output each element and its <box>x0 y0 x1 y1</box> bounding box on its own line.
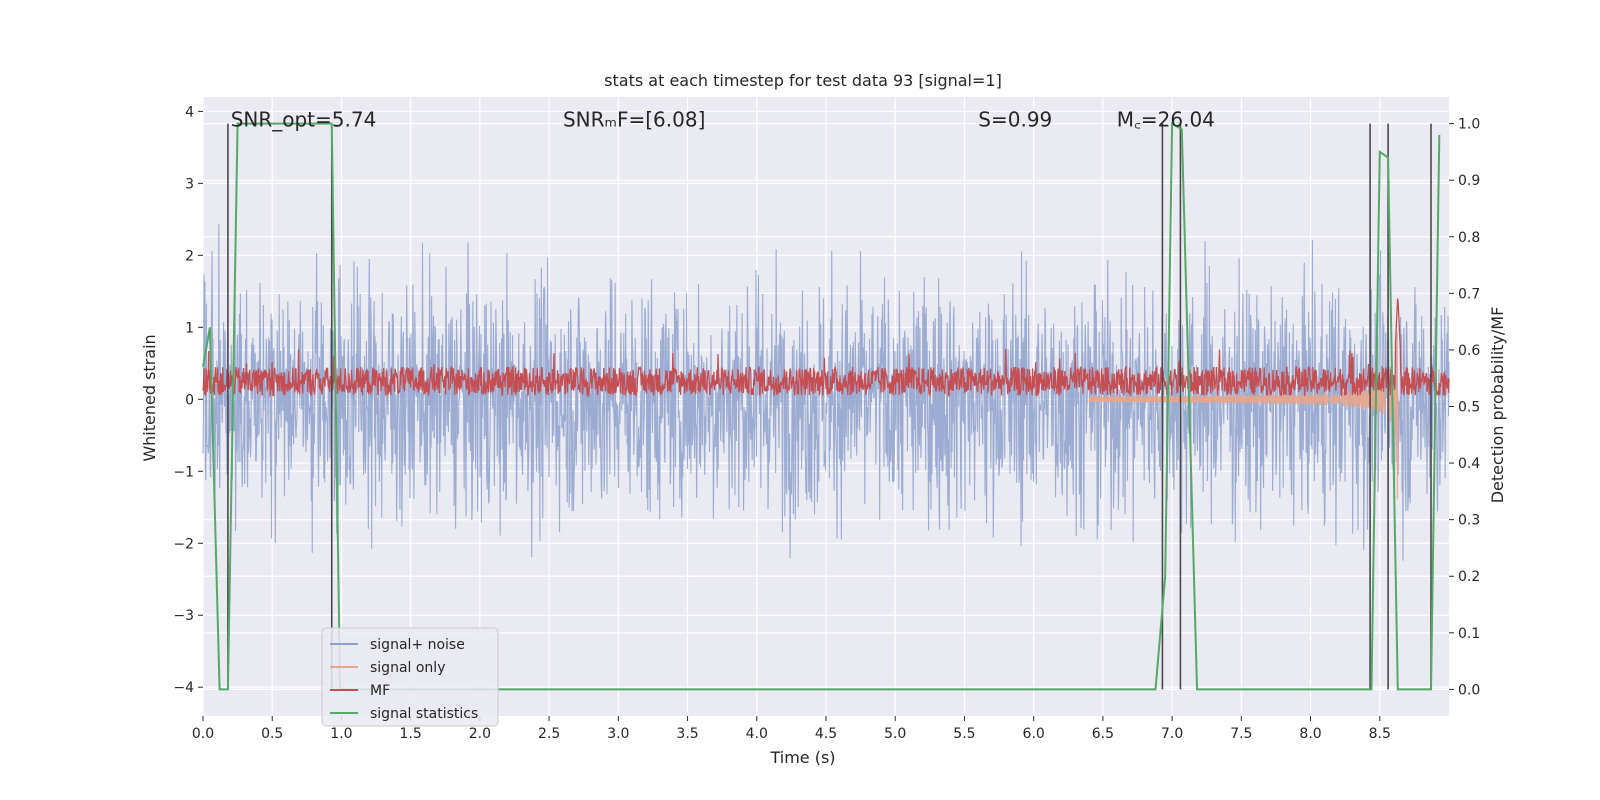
x-tick-label: 8.0 <box>1299 726 1321 742</box>
x-tick-label: 4.0 <box>746 726 768 742</box>
signal-statistics-series <box>202 121 1441 691</box>
y2-tick-label: 0.5 <box>1458 400 1480 416</box>
x-tick-label: 1.5 <box>400 726 422 742</box>
y-tick-label: 1 <box>185 320 194 336</box>
x-tick-label: 5.0 <box>884 726 906 742</box>
y-tick-label: −2 <box>173 536 194 552</box>
x-tick-label: 2.5 <box>538 726 560 742</box>
y2-tick-label: 0.1 <box>1458 626 1480 642</box>
legend: signal+ noise signal only MF signal statist… <box>321 627 499 727</box>
x-tick-label: 8.5 <box>1369 726 1391 742</box>
legend-box <box>321 627 499 727</box>
y2-axis-label: Detection probability/MF <box>1488 307 1507 504</box>
x-tick-label: 1.0 <box>330 726 352 742</box>
x-axis-label: Time (s) <box>769 748 835 767</box>
annotation-1: SNRₘF=[6.08] <box>563 108 705 132</box>
y-tick-label: 4 <box>185 104 194 120</box>
annotation-0: SNR_opt=5.74 <box>231 108 377 132</box>
y2-tick-label: 1.0 <box>1458 117 1480 133</box>
y-tick-label: 2 <box>185 248 194 264</box>
x-tick-label: 4.5 <box>815 726 837 742</box>
y2-tick-label: 0.3 <box>1458 513 1480 529</box>
x-ticks: 0.0 0.5 1.0 1.5 2.0 2.5 3.0 3.5 4.0 4.5 5.0 5.5 6.0 6… <box>192 716 1391 742</box>
y-tick-label: −3 <box>173 608 194 624</box>
x-tick-label: 0.5 <box>261 726 283 742</box>
x-tick-label: 7.5 <box>1230 726 1252 742</box>
y2-tick-label: 0.7 <box>1458 286 1480 302</box>
y-tick-label: 0 <box>185 392 194 408</box>
y2-tick-label: 0.2 <box>1458 569 1480 585</box>
annotation-2: S=0.99 <box>978 108 1052 132</box>
mf-line <box>202 298 1450 399</box>
y2-tick-label: 0.9 <box>1458 173 1480 189</box>
x-tick-label: 0.0 <box>192 726 214 742</box>
vertical-markers <box>227 123 1432 690</box>
y2-tick-label: 0.6 <box>1458 343 1480 359</box>
x-tick-label: 6.0 <box>1023 726 1045 742</box>
x-tick-label: 6.5 <box>1092 726 1114 742</box>
y2-tick-label: 0.8 <box>1458 230 1480 246</box>
y-tick-label: −4 <box>173 680 194 696</box>
y-ticks: −4 −3 −2 −1 0 1 2 3 4 <box>173 104 203 696</box>
y2-tick-label: 0.4 <box>1458 456 1480 472</box>
x-tick-label: 3.5 <box>676 726 698 742</box>
legend-label: signal+ noise <box>370 637 465 653</box>
signal-noise-line <box>202 223 1450 561</box>
y-tick-label: −1 <box>173 464 194 480</box>
legend-label: MF <box>370 683 390 699</box>
signal-only-series <box>1088 331 1400 500</box>
signal-noise-series <box>202 223 1450 561</box>
y2-tick-label: 0.0 <box>1458 682 1480 698</box>
annotation-3: M꜀=26.04 <box>1117 108 1215 132</box>
mf-series <box>202 298 1450 399</box>
y2-ticks: 0.0 0.1 0.2 0.3 0.4 0.5 0.6 0.7 0.8 0.9 1.0 <box>1449 117 1480 698</box>
signal-only-line <box>1088 331 1400 500</box>
x-tick-label: 7.0 <box>1161 726 1183 742</box>
annotations: SNR_opt=5.74 SNRₘF=[6.08] S=0.99 M꜀=26.04 <box>231 108 1215 132</box>
x-tick-label: 3.0 <box>607 726 629 742</box>
chart-title: stats at each timestep for test data 93 … <box>604 71 1002 90</box>
y-tick-label: 3 <box>185 176 194 192</box>
legend-label: signal only <box>370 660 445 676</box>
x-tick-label: 2.0 <box>469 726 491 742</box>
y-axis-label: Whitened strain <box>140 334 159 461</box>
x-tick-label: 5.5 <box>953 726 975 742</box>
signal-statistics-line <box>202 121 1441 691</box>
legend-label: signal statistics <box>370 706 478 722</box>
